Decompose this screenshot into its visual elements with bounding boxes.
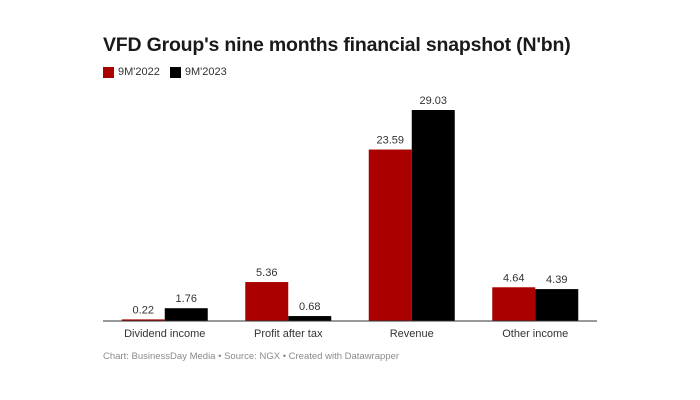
footer-credits: Chart: BusinessDay Media • Source: NGX •… (103, 351, 399, 362)
bar-other-income-9m-2023 (535, 289, 579, 321)
legend-item-2023: 9M'2023 (169, 66, 227, 78)
data-label-profit-after-tax-9m-2022: 5.36 (256, 267, 277, 279)
legend-swatch-2023 (169, 66, 181, 78)
x-tick-label-profit-after-tax: Profit after tax (254, 328, 323, 340)
footer-chart-credit: Chart: BusinessDay Media (103, 351, 216, 362)
x-tick-label-dividend-income: Dividend income (124, 328, 205, 340)
x-tick-label-other-income: Other income (502, 328, 568, 340)
bar-dividend-income-9m-2022 (121, 319, 165, 321)
bar-dividend-income-9m-2023 (164, 308, 208, 321)
footer-source: Source: NGX (224, 351, 281, 362)
data-label-revenue-9m-2023: 29.03 (419, 95, 447, 107)
legend-label-2022: 9M'2022 (118, 66, 160, 78)
legend-label-2023: 9M'2023 (184, 66, 227, 78)
footer-tool: Created with Datawrapper (288, 351, 400, 362)
bar-revenue-9m-2022 (368, 149, 412, 321)
data-label-revenue-9m-2022: 23.59 (376, 135, 404, 147)
bar-revenue-9m-2023 (411, 110, 455, 321)
data-label-other-income-9m-2023: 4.39 (546, 274, 567, 286)
footer-separator-1: • (218, 351, 222, 362)
chart-title: VFD Group's nine months financial snapsh… (103, 34, 571, 56)
bar-profit-after-tax-9m-2022 (245, 282, 289, 321)
legend-swatch-2022 (103, 66, 114, 78)
legend: 9M'2022 9M'2023 (103, 66, 237, 78)
footer-separator-2: • (282, 351, 287, 362)
data-label-dividend-income-9m-2022: 0.22 (133, 304, 154, 316)
bar-profit-after-tax-9m-2023 (288, 316, 332, 321)
data-label-dividend-income-9m-2023: 1.76 (176, 293, 197, 305)
bar-other-income-9m-2022 (492, 287, 536, 321)
data-label-other-income-9m-2022: 4.64 (503, 272, 524, 284)
data-label-profit-after-tax-9m-2023: 0.68 (299, 301, 320, 313)
legend-item-2022: 9M'2022 (103, 66, 160, 78)
x-tick-label-revenue: Revenue (390, 328, 434, 340)
